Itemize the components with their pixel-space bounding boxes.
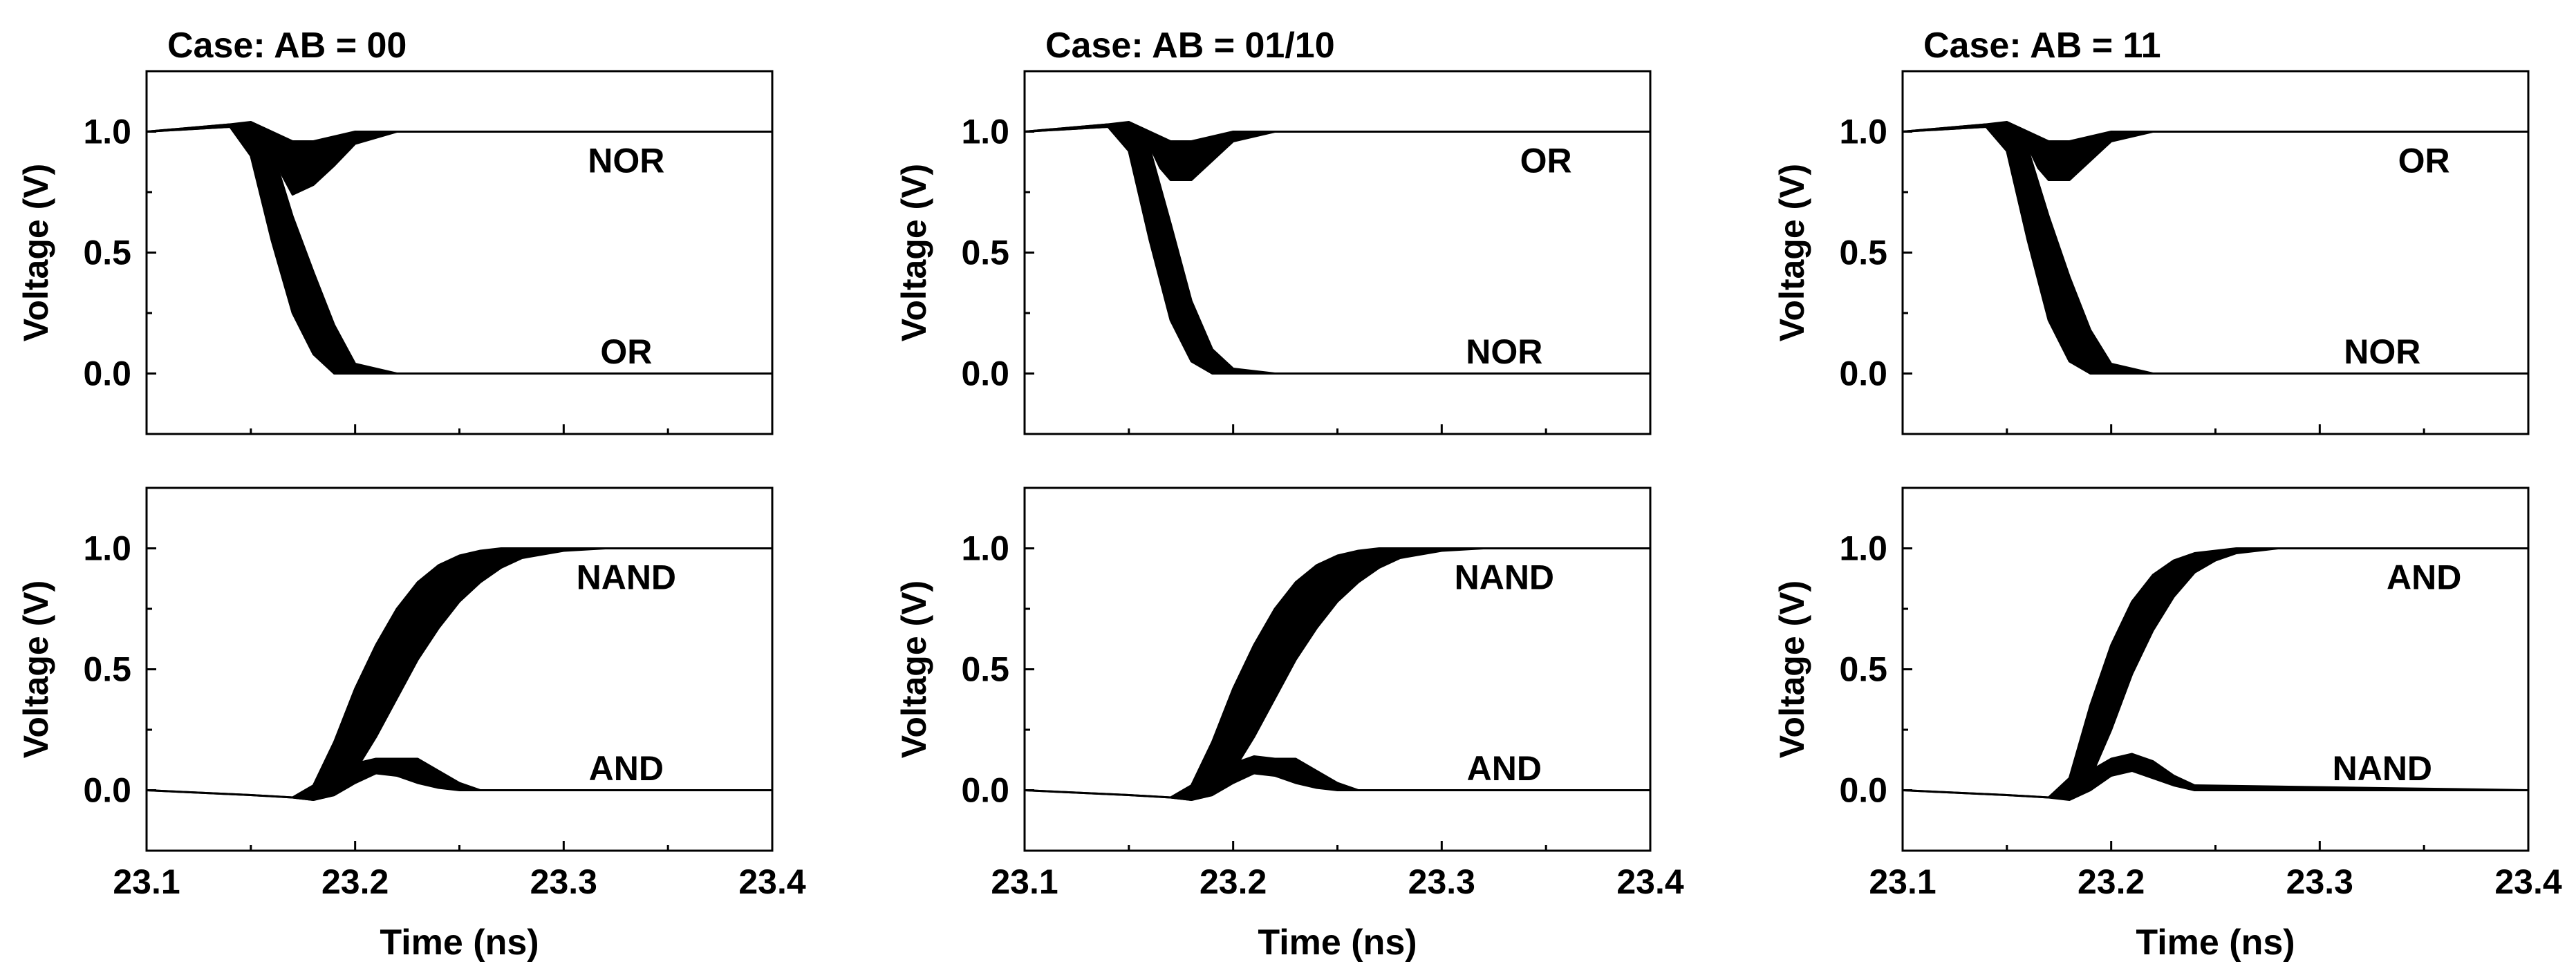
chart-panel-3: 0.0 0.5 1.0 Case: AB = 11 Voltage (V) OR NOR [1773, 26, 2530, 435]
plot-frame [1901, 486, 2530, 852]
plot-frame [1023, 486, 1652, 852]
series-label-nor: NOR [2344, 332, 2420, 371]
series-label-and: AND [589, 749, 664, 788]
chart-panel-5: 0.0 0.5 1.0 23.1 23.2 23.3 23.4 Voltage (V) Time… [895, 486, 1684, 963]
y-tick-label: 1.0 [961, 113, 1009, 151]
y-axis-label: Voltage (V) [17, 164, 55, 341]
y-tick-label: 0.5 [83, 234, 131, 272]
y-tick-label: 0.0 [83, 771, 131, 810]
series-label-nor: NOR [588, 142, 664, 180]
y-tick-label: 0.5 [83, 650, 131, 689]
series-band-or [1025, 121, 1650, 181]
y-tick-label: 1.0 [83, 113, 131, 151]
y-tick-label: 0.5 [961, 650, 1009, 689]
series-band-and [1903, 547, 2528, 799]
series-band-nand [147, 547, 772, 801]
series-band-and [147, 757, 772, 801]
y-axis-label: Voltage (V) [17, 580, 55, 758]
series-group [1025, 547, 1650, 801]
x-axis-label: Time (ns) [1258, 923, 1417, 963]
series-label-nand: NAND [577, 558, 676, 597]
panel-title: Case: AB = 00 [167, 26, 407, 66]
panel-title: Case: AB = 11 [1923, 26, 2160, 66]
x-tick-label: 23.2 [1200, 862, 1267, 901]
y-axis-label: Voltage (V) [1773, 580, 1811, 758]
y-tick-label: 0.0 [83, 355, 131, 393]
series-band-nor [1025, 123, 1650, 375]
series-group [1025, 121, 1650, 375]
series-group [1903, 121, 2528, 375]
y-tick-label: 0.0 [961, 355, 1009, 393]
chart-panel-2: 0.0 0.5 1.0 Case: AB = 01/10 Voltage (V) OR NO… [895, 26, 1652, 435]
y-tick-label: 0.5 [1839, 650, 1887, 689]
y-tick-label: 1.0 [1839, 113, 1887, 151]
series-band-or [147, 123, 772, 375]
panel-title: Case: AB = 01/10 [1045, 26, 1335, 66]
series-band-nand [1903, 753, 2528, 801]
x-tick-label: 23.1 [991, 862, 1058, 901]
y-axis-label: Voltage (V) [1773, 164, 1811, 341]
x-tick-label: 23.4 [738, 862, 806, 901]
series-label-or: OR [2398, 142, 2450, 180]
chart-panel-6: 0.0 0.5 1.0 23.1 23.2 23.3 23.4 Voltage (V) Time… [1773, 486, 2562, 963]
chart-panel-1: 0.0 0.5 1.0 Case: AB = 00 Voltage (V) NOR OR [17, 26, 774, 435]
x-tick-label: 23.3 [530, 862, 597, 901]
y-tick-label: 0.5 [961, 234, 1009, 272]
x-tick-label: 23.2 [2078, 862, 2145, 901]
series-label-nor: NOR [1466, 332, 1542, 371]
y-tick-label: 0.0 [1839, 771, 1887, 810]
x-tick-label: 23.2 [321, 862, 389, 901]
series-band-nand [1025, 547, 1650, 801]
y-axis-label: Voltage (V) [895, 580, 933, 758]
series-label-or: OR [1520, 142, 1572, 180]
series-label-and: AND [2387, 558, 2461, 597]
series-band-and [1025, 755, 1650, 801]
series-label-nand: NAND [2333, 749, 2432, 788]
series-group [147, 121, 772, 375]
y-tick-label: 0.0 [1839, 355, 1887, 393]
y-tick-label: 1.0 [961, 529, 1009, 568]
x-axis-label: Time (ns) [380, 923, 539, 963]
series-label-and: AND [1467, 749, 1542, 788]
y-tick-label: 1.0 [83, 529, 131, 568]
series-label-or: OR [600, 332, 652, 371]
chart-panel-4: 0.0 0.5 1.0 23.1 23.2 23.3 23.4 Voltage (V) Time… [17, 486, 806, 963]
series-group [1903, 547, 2528, 801]
y-axis-label: Voltage (V) [895, 164, 933, 341]
series-band-or [1903, 121, 2528, 181]
x-tick-label: 23.4 [2494, 862, 2562, 901]
series-label-nand: NAND [1455, 558, 1554, 597]
x-tick-label: 23.3 [2286, 862, 2353, 901]
x-axis-label: Time (ns) [2136, 923, 2295, 963]
series-group [147, 547, 772, 801]
x-tick-label: 23.1 [1869, 862, 1936, 901]
x-tick-label: 23.4 [1616, 862, 1684, 901]
x-tick-label: 23.1 [113, 862, 180, 901]
plot-frame [145, 486, 774, 852]
y-tick-label: 1.0 [1839, 529, 1887, 568]
y-tick-label: 0.5 [1839, 234, 1887, 272]
x-tick-label: 23.3 [1408, 862, 1475, 901]
series-band-nor [1903, 123, 2528, 375]
y-tick-label: 0.0 [961, 771, 1009, 810]
